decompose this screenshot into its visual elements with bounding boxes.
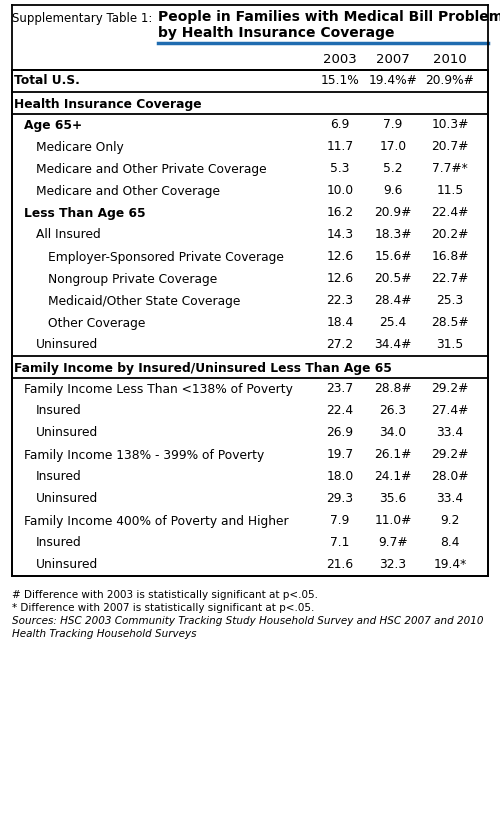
Text: Uninsured: Uninsured [36, 339, 98, 352]
Text: 12.6: 12.6 [326, 250, 353, 263]
Text: 28.4#: 28.4# [374, 295, 412, 307]
Text: 17.0: 17.0 [380, 140, 406, 154]
Text: 20.7#: 20.7# [432, 140, 469, 154]
Text: 15.6#: 15.6# [374, 250, 412, 263]
Text: 5.3: 5.3 [330, 163, 350, 175]
Text: 33.4: 33.4 [436, 492, 464, 506]
Text: 28.5#: 28.5# [431, 316, 469, 330]
Bar [12, 70, 488, 576]
Text: 29.2#: 29.2# [432, 382, 469, 396]
Text: Less Than Age 65: Less Than Age 65 [24, 206, 146, 220]
Text: Uninsured: Uninsured [36, 492, 98, 506]
Text: 27.4#: 27.4# [432, 405, 469, 417]
Text: 28.8#: 28.8# [374, 382, 412, 396]
Text: 22.4: 22.4 [326, 405, 353, 417]
Text: 35.6: 35.6 [380, 492, 406, 506]
Text: 34.0: 34.0 [380, 426, 406, 439]
Text: 7.9: 7.9 [330, 515, 349, 528]
Text: 21.6: 21.6 [326, 558, 353, 572]
Text: 18.0: 18.0 [326, 471, 353, 483]
Text: 22.3: 22.3 [326, 295, 353, 307]
Text: * Difference with 2007 is statistically significant at p<.05.: * Difference with 2007 is statistically … [12, 603, 314, 613]
Text: Uninsured: Uninsured [36, 558, 98, 572]
Text: 9.2: 9.2 [440, 515, 460, 528]
Text: 16.2: 16.2 [326, 206, 353, 220]
Text: Insured: Insured [36, 405, 82, 417]
Text: 6.9: 6.9 [330, 118, 349, 131]
Text: 7.9: 7.9 [384, 118, 402, 131]
Text: Family Income 400% of Poverty and Higher: Family Income 400% of Poverty and Higher [24, 515, 288, 528]
Text: by Health Insurance Coverage: by Health Insurance Coverage [158, 26, 394, 40]
Text: 19.7: 19.7 [326, 449, 353, 462]
Text: 18.3#: 18.3# [374, 229, 412, 241]
Text: 20.9%#: 20.9%# [426, 74, 474, 88]
Text: 12.6: 12.6 [326, 273, 353, 286]
Text: 31.5: 31.5 [436, 339, 464, 352]
Text: Medicare and Other Coverage: Medicare and Other Coverage [36, 184, 220, 197]
Text: Total U.S.: Total U.S. [14, 74, 80, 88]
Text: Sources: HSC 2003 Community Tracking Study Household Survey and HSC 2007 and 201: Sources: HSC 2003 Community Tracking Stu… [12, 616, 484, 626]
Text: Nongroup Private Coverage: Nongroup Private Coverage [48, 273, 217, 286]
Text: Health Tracking Household Surveys: Health Tracking Household Surveys [12, 629, 196, 639]
Text: 16.8#: 16.8# [431, 250, 469, 263]
Text: 25.3: 25.3 [436, 295, 464, 307]
Text: Medicare Only: Medicare Only [36, 140, 124, 154]
Text: All Insured: All Insured [36, 229, 101, 241]
Text: 14.3: 14.3 [326, 229, 353, 241]
Text: Family Income by Insured/Uninsured Less Than Age 65: Family Income by Insured/Uninsured Less … [14, 362, 392, 375]
Text: 7.7#*: 7.7#* [432, 163, 468, 175]
Text: 23.7: 23.7 [326, 382, 353, 396]
Text: 18.4: 18.4 [326, 316, 353, 330]
Text: 29.2#: 29.2# [432, 449, 469, 462]
Text: Health Insurance Coverage: Health Insurance Coverage [14, 97, 202, 111]
Text: 2007: 2007 [376, 53, 410, 66]
Text: 9.6: 9.6 [384, 184, 402, 197]
Text: Age 65+: Age 65+ [24, 118, 82, 131]
Text: 26.1#: 26.1# [374, 449, 412, 462]
Text: 22.4#: 22.4# [432, 206, 469, 220]
Text: 15.1%: 15.1% [320, 74, 360, 88]
Text: 32.3: 32.3 [380, 558, 406, 572]
Text: Medicare and Other Private Coverage: Medicare and Other Private Coverage [36, 163, 266, 175]
Text: Employer-Sponsored Private Coverage: Employer-Sponsored Private Coverage [48, 250, 284, 263]
Text: 2003: 2003 [323, 53, 357, 66]
Text: 7.1: 7.1 [330, 537, 349, 549]
Text: 34.4#: 34.4# [374, 339, 412, 352]
Text: 19.4%#: 19.4%# [368, 74, 418, 88]
Text: 10.0: 10.0 [326, 184, 353, 197]
Text: 9.7#: 9.7# [378, 537, 408, 549]
Text: Family Income 138% - 399% of Poverty: Family Income 138% - 399% of Poverty [24, 449, 264, 462]
Text: 27.2: 27.2 [326, 339, 353, 352]
Text: 20.2#: 20.2# [432, 229, 469, 241]
Text: 24.1#: 24.1# [374, 471, 412, 483]
Text: 20.9#: 20.9# [374, 206, 412, 220]
Text: 26.9: 26.9 [326, 426, 353, 439]
Text: 22.7#: 22.7# [432, 273, 469, 286]
Text: 8.4: 8.4 [440, 537, 460, 549]
Text: 10.3#: 10.3# [432, 118, 469, 131]
Text: Medicaid/Other State Coverage: Medicaid/Other State Coverage [48, 295, 240, 307]
Text: 11.0#: 11.0# [374, 515, 412, 528]
Text: 5.2: 5.2 [384, 163, 403, 175]
Text: Supplementary Table 1:: Supplementary Table 1: [12, 12, 152, 25]
Text: 19.4*: 19.4* [434, 558, 466, 572]
Text: # Difference with 2003 is statistically significant at p<.05.: # Difference with 2003 is statistically … [12, 590, 318, 600]
Text: Other Coverage: Other Coverage [48, 316, 146, 330]
Text: 2010: 2010 [433, 53, 467, 66]
Text: Insured: Insured [36, 537, 82, 549]
Text: People in Families with Medical Bill Problems,: People in Families with Medical Bill Pro… [158, 10, 500, 24]
Text: Uninsured: Uninsured [36, 426, 98, 439]
Text: Insured: Insured [36, 471, 82, 483]
Text: Family Income Less Than <138% of Poverty: Family Income Less Than <138% of Poverty [24, 382, 293, 396]
Text: 11.5: 11.5 [436, 184, 464, 197]
Text: 25.4: 25.4 [380, 316, 406, 330]
Text: 29.3: 29.3 [326, 492, 353, 506]
Text: 11.7: 11.7 [326, 140, 353, 154]
Text: 26.3: 26.3 [380, 405, 406, 417]
Text: 28.0#: 28.0# [431, 471, 469, 483]
Text: 33.4: 33.4 [436, 426, 464, 439]
Text: 20.5#: 20.5# [374, 273, 412, 286]
